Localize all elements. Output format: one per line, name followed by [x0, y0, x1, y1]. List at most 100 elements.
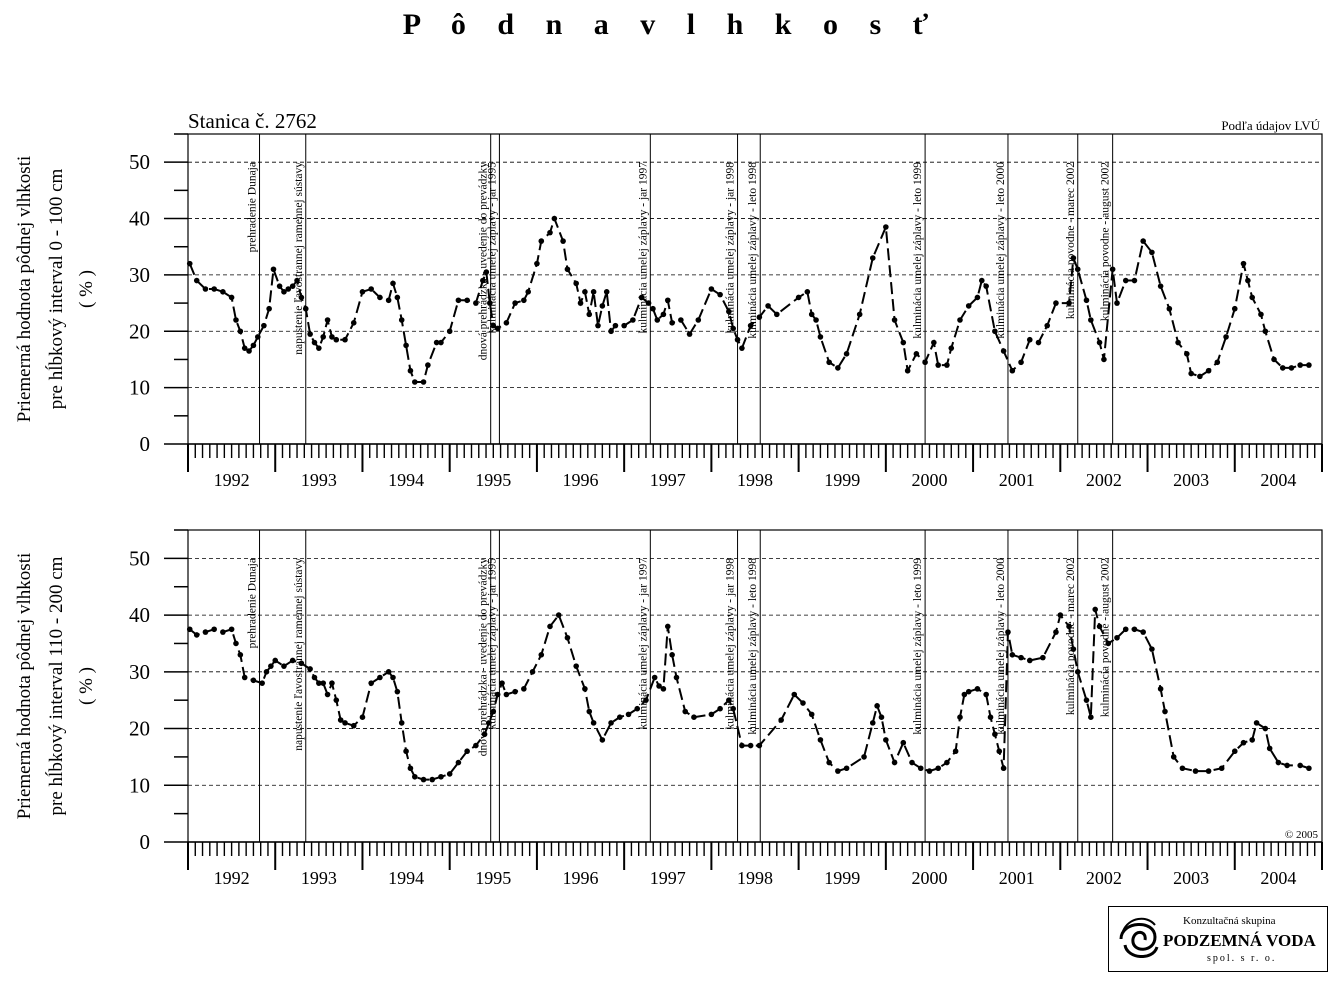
chart1-data-point	[1188, 370, 1194, 377]
chart2-data-point	[673, 674, 680, 681]
chart1-data-point	[329, 334, 335, 340]
chart1-data-point	[1231, 305, 1238, 312]
chart1-data-point	[904, 367, 911, 374]
chart2-data-point	[473, 742, 479, 749]
chart2-data-point	[817, 737, 824, 743]
chart2-event-label: kulminácia umelej záplavy - jar 1998	[725, 558, 737, 730]
chart2-data-point	[926, 768, 933, 774]
chart1-data-point	[608, 328, 614, 335]
chart2-data-point	[651, 674, 658, 681]
chart1-data-point	[654, 317, 661, 323]
chart2-x-tick-label: 1993	[301, 868, 337, 888]
chart2-data-point	[494, 691, 501, 698]
chart2-data-point	[259, 680, 265, 686]
chart2-data-point	[547, 623, 553, 630]
chart1-event-label: kulminácia umelej záplavy - jar 1998	[725, 162, 737, 334]
chart2-data-point	[407, 765, 414, 772]
chart1-y-tick-label: 20	[129, 319, 150, 343]
chart2-data-point	[320, 680, 327, 686]
chart1-data-point	[320, 334, 327, 340]
chart1-x-tick-label: 1993	[301, 470, 337, 490]
chart2-data-point	[965, 688, 972, 695]
chart1-data-point	[307, 331, 313, 337]
chart1-data-point	[261, 322, 267, 329]
chart1-y-tick-label: 0	[140, 432, 151, 456]
chart1-data-point	[311, 339, 318, 346]
chart1-data-point	[368, 286, 374, 292]
chart1-data-point	[1114, 300, 1120, 306]
chart2-data-point	[342, 720, 348, 726]
chart2-x-tick-label: 2001	[999, 868, 1035, 888]
chart2-data-point	[529, 669, 536, 675]
chart2-data-point	[808, 711, 815, 718]
chart1-data-point	[979, 277, 985, 284]
chart1-data-point	[678, 317, 684, 323]
chart2-data-point	[186, 626, 193, 633]
chart1-data-point	[1183, 351, 1190, 357]
chart2-data-point	[1083, 697, 1090, 703]
chart1-data-point	[577, 300, 584, 306]
chart2-data-point	[512, 688, 518, 695]
chart1-data-point	[621, 322, 627, 329]
chart1-data-point	[645, 300, 652, 306]
chart1-data-point	[944, 362, 950, 368]
chart1-data-point	[948, 345, 955, 351]
chart2-event-label: napustenie ľavostrannej ramennej sústavy	[293, 558, 305, 751]
chart2-data-point	[228, 626, 235, 633]
chart1-event-label: napustenie ľavostrannej ramennej sústavy	[293, 162, 305, 355]
chart2-data-point	[1074, 669, 1081, 675]
chart1-data-point	[433, 339, 440, 346]
chart2-x-tick-label: 1996	[563, 868, 599, 888]
chart1-data-point	[599, 303, 606, 309]
chart1-data-point	[717, 291, 723, 298]
chart1-data-point	[1149, 249, 1155, 256]
chart2-data-point	[1262, 725, 1269, 732]
chart1-data-point	[564, 266, 571, 273]
chart1-event-label: kulminácia povodne - august 2002	[1100, 162, 1112, 321]
chart1-data-point	[630, 317, 636, 323]
chart1-data-point	[1306, 362, 1312, 368]
chart1-data-point	[250, 342, 257, 349]
chart1-event-label: kulminácia umelej záplavy - leto 1998	[747, 162, 759, 339]
chart1-data-point	[547, 229, 553, 236]
chart2-data-point	[538, 652, 545, 658]
chart2-data-point	[377, 674, 383, 681]
chart2-data-point	[202, 629, 209, 635]
chart2-data-point	[1000, 765, 1007, 772]
chart2-data-point	[311, 674, 318, 681]
chart1-data-point	[638, 294, 645, 301]
chart1-data-point	[891, 317, 898, 323]
chart1-data-point	[276, 283, 283, 289]
chart2-event-label: kulminácia umelej záplavy - jar 1997	[637, 558, 649, 730]
chart1-data-point	[324, 317, 331, 323]
chart2-data-point	[1114, 634, 1120, 641]
chart2-data-point	[726, 697, 732, 703]
chart1-data-point	[582, 289, 588, 295]
chart1-data-point	[298, 294, 305, 301]
chart2-data-point	[1057, 612, 1064, 618]
chart2-data-point	[486, 720, 492, 726]
chart1-data-point	[669, 320, 675, 326]
chart2-data-point	[874, 703, 880, 709]
chart2-data-point	[263, 669, 270, 675]
chart2-y-tick-label: 10	[129, 773, 150, 797]
chart1-data-point	[1214, 359, 1221, 366]
chart1-data-point	[534, 260, 540, 267]
chart1-data-point	[316, 345, 322, 351]
chart2-data-point	[1205, 768, 1212, 774]
chart2-data-point	[1040, 654, 1046, 661]
chart2-data-point	[586, 708, 593, 715]
chart2-data-point	[237, 652, 244, 658]
chart2-x-tick-label: 1998	[737, 868, 773, 888]
chart1-data-point	[211, 286, 217, 292]
chart2-data-point	[739, 742, 745, 749]
chart2-x-tick-label: 1992	[214, 868, 250, 888]
chart2-data-point	[634, 705, 641, 712]
chart1-data-point	[521, 297, 527, 304]
chart1-data-point	[965, 303, 972, 309]
chart2-data-point	[298, 660, 305, 667]
chart1-data-point	[708, 286, 715, 292]
chart1-data-point	[695, 317, 702, 323]
chart2-data-point	[1105, 640, 1112, 647]
chart2-data-point	[643, 697, 649, 703]
